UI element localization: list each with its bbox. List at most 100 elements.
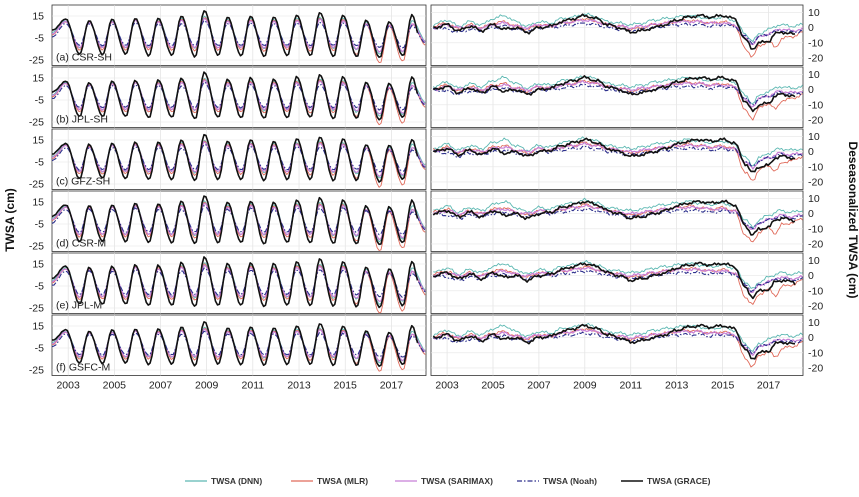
series-line-grace — [432, 75, 796, 113]
series-line-grace — [52, 133, 419, 183]
x-tick-label-right: 2015 — [711, 380, 735, 392]
series-lines — [432, 322, 803, 368]
x-tick-label-right: 2011 — [619, 380, 642, 392]
series-lines — [52, 133, 426, 188]
series-line-dnn — [432, 12, 803, 42]
plot-frame — [430, 190, 804, 252]
panel-2: (b) JPL-SH — [51, 66, 804, 128]
y-tick-label-left: 15 — [32, 259, 44, 271]
y-tick-label-right: -10 — [808, 223, 823, 235]
legend-item-grace: TWSA (GRACE) — [621, 476, 711, 486]
x-tick-label-right: 2017 — [757, 380, 781, 392]
y-tick-label-left: -5 — [35, 95, 44, 107]
series-line-grace — [52, 256, 419, 309]
series-line-grace — [433, 13, 796, 50]
legend-label: TWSA (MLR) — [317, 476, 368, 486]
x-tick-label-left: 2005 — [103, 380, 127, 392]
series-line-grace — [432, 137, 796, 173]
y-tick-label-right: 10 — [808, 317, 820, 329]
y-tick-label-right: 10 — [808, 69, 820, 81]
panel-label: (e) JPL-M — [56, 300, 102, 312]
legend-item-dnn: TWSA (DNN) — [185, 476, 262, 486]
series-line-dnn — [432, 322, 803, 352]
panel-6-seasonal — [51, 314, 427, 376]
y-tick-label-left: -25 — [29, 55, 44, 67]
series-line-grace — [52, 195, 419, 246]
y-tick-label-right: 10 — [808, 193, 820, 205]
y-tick-label-right: 10 — [808, 7, 820, 19]
panel-5-deseasonalized — [430, 252, 804, 314]
series-lines — [52, 10, 426, 63]
series-line-noah — [52, 205, 426, 236]
y-tick-label-right: 0 — [808, 146, 814, 158]
y-tick-label-left: -25 — [29, 303, 44, 315]
x-tick-label-right: 2007 — [527, 380, 551, 392]
series-line-grace — [52, 321, 419, 367]
panels-layer: (a) CSR-SH (b) JPL-SH (c) GFZ-SH (d) CSR-M (… — [51, 4, 804, 376]
series-lines — [432, 75, 803, 121]
y-tick-label-left: -5 — [35, 157, 44, 169]
panel-2-seasonal — [51, 66, 427, 128]
x-tick-label-left: 2017 — [380, 380, 404, 392]
legend-label: TWSA (Noah) — [543, 476, 597, 486]
y-tick-label-right: 0 — [808, 208, 814, 220]
series-line-grace — [52, 71, 419, 121]
x-tick-label-right: 2013 — [665, 380, 689, 392]
panel-3-deseasonalized — [430, 128, 804, 190]
y-tick-label-right: -10 — [808, 99, 823, 111]
y-tick-label-right: 0 — [808, 22, 814, 34]
panel-2-deseasonalized — [430, 66, 804, 128]
panel-label: (d) CSR-M — [56, 238, 106, 250]
y-tick-label-left: -25 — [29, 365, 44, 377]
series-lines — [432, 259, 803, 305]
y-tick-label-left: -25 — [29, 241, 44, 253]
panel-1-deseasonalized — [430, 4, 804, 66]
x-tick-label-left: 2013 — [287, 380, 311, 392]
panel-4-seasonal — [51, 190, 427, 252]
legend-label: TWSA (DNN) — [211, 476, 262, 486]
x-tick-label-left: 2011 — [242, 380, 265, 392]
legend: TWSA (DNN) TWSA (MLR) TWSA (SARIMAX) TWSA (… — [185, 476, 711, 486]
panel-4-deseasonalized — [430, 190, 804, 252]
series-lines — [52, 256, 426, 314]
series-line-grace — [432, 199, 796, 236]
series-lines — [52, 321, 426, 372]
series-line-mlr — [432, 203, 803, 243]
y-tick-label-right: 0 — [808, 332, 814, 344]
axes-layer: 15 -5 -25 10 0 -10 -20 15 -5 -25 10 0 -10 -20 15 -5 -25 1… — [29, 7, 824, 391]
series-line-mlr — [433, 265, 803, 305]
y-tick-label-left: 15 — [32, 11, 44, 23]
y-tick-label-right: -10 — [808, 347, 823, 359]
x-tick-label-left: 2003 — [56, 380, 80, 392]
panel-3-seasonal — [51, 128, 427, 190]
x-tick-label-left: 2015 — [334, 380, 358, 392]
panel-label: (c) GFZ-SH — [56, 176, 110, 188]
y-tick-label-right: -20 — [808, 114, 823, 126]
legend-label: TWSA (SARIMAX) — [421, 476, 493, 486]
y-tick-label-right: -20 — [808, 300, 823, 312]
y-tick-label-left: -5 — [35, 219, 44, 231]
panel-1: (a) CSR-SH — [51, 4, 804, 66]
series-line-dnn — [433, 259, 803, 289]
panel-5: (e) JPL-M — [51, 252, 804, 314]
plot-frame — [430, 314, 804, 376]
series-line-noah — [433, 331, 803, 355]
right-y-axis-title: Deseasonalized TWSA (cm) — [846, 142, 859, 299]
y-tick-label-right: 10 — [808, 131, 820, 143]
y-tick-label-left: 15 — [32, 135, 44, 147]
panel-5-seasonal — [51, 252, 427, 314]
y-tick-label-left: -25 — [29, 117, 44, 129]
series-lines — [52, 71, 426, 126]
y-tick-label-left: -5 — [35, 281, 44, 293]
x-tick-label-right: 2003 — [435, 380, 459, 392]
x-tick-label-left: 2007 — [149, 380, 173, 392]
x-tick-label-right: 2009 — [573, 380, 597, 392]
plot-frame — [430, 4, 804, 66]
y-tick-label-right: -20 — [808, 362, 823, 374]
legend-item-sarimax: TWSA (SARIMAX) — [395, 476, 493, 486]
legend-item-noah: TWSA (Noah) — [517, 476, 597, 486]
legend-label: TWSA (GRACE) — [647, 476, 711, 486]
panel-label: (a) CSR-SH — [56, 52, 112, 64]
y-tick-label-right: -20 — [808, 52, 823, 64]
